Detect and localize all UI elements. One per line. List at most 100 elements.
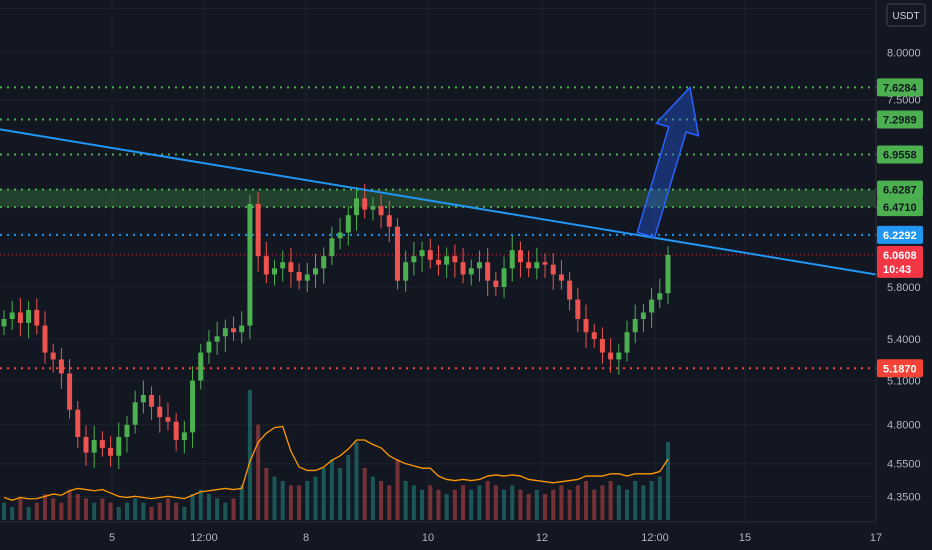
volume-bar [100,498,105,520]
currency-selector[interactable] [886,3,926,27]
volume-bar [461,485,466,520]
candle-body [255,203,261,257]
candle-body [485,262,491,281]
y-tick-label: 4.8000 [887,420,921,432]
candle-body [214,336,220,342]
candle-body [632,318,638,333]
volume-bar [543,494,548,520]
level-badge: 5.1870 [883,363,917,375]
volume-bar [149,507,154,520]
volume-bar [526,494,531,520]
candle-body [67,373,73,410]
volume-bar [436,489,441,520]
volume-bar [67,489,72,520]
candle-body [657,293,663,300]
candle-body [517,250,523,263]
y-tick-label: 4.5500 [887,459,921,471]
price-badges: 7.6284 7.2989 6.9558 6.6287 6.4710 6.2292 5.18… [877,78,923,378]
candle-body [452,256,458,263]
candle-body [190,380,196,433]
volume-bar [190,494,195,520]
volume-bar [256,424,261,520]
volume-bar [165,498,170,520]
candle-body [435,259,441,265]
volume-bar [633,481,638,520]
volume-bar [223,502,228,520]
volume-bar [157,502,162,520]
candle-body [17,312,23,323]
volume-bar [608,481,613,520]
candle-body [296,271,302,281]
candle-body [280,262,286,269]
candle-body [239,325,245,333]
candle-body [419,250,425,257]
candle-body [575,299,581,319]
volume-bar [92,502,97,520]
candle-body [58,359,64,374]
current-price-badge-bg [877,245,923,278]
target-arrow[interactable] [636,85,700,239]
volume-bar [198,489,203,520]
volume-bar [346,455,351,520]
candle-body [427,250,433,260]
countdown-label: 10:43 [883,264,911,276]
level-badge-bg [877,180,923,199]
candle-body [403,262,409,281]
candle-body [149,395,155,407]
candle-body [476,262,482,269]
candle-body [362,198,368,210]
volume-bar [485,481,490,520]
candle-body [583,318,589,333]
volume-bar [452,489,457,520]
volume-bar [362,468,367,520]
volume-bar [83,498,88,520]
trendline[interactable] [0,128,877,276]
candle-body [34,309,40,326]
candle-body [591,332,597,339]
volume-bar [403,481,408,520]
volume-bar [239,485,244,520]
candle-body [108,447,114,456]
candle-body [91,440,97,453]
volume-bar [10,507,15,520]
level-badge-bg [877,359,923,378]
candle-body [173,421,179,441]
volume-bar [584,481,589,520]
volume-bar [182,507,187,520]
candle-body [83,436,89,453]
level-badge: 6.6287 [883,185,917,197]
volume-bar [34,502,39,520]
candle-body [231,328,237,333]
time-axis[interactable] [0,522,932,550]
volume-bar [657,476,662,520]
y-tick-label: 8.0000 [887,48,921,60]
volume-bar [395,459,400,520]
arrow-shape [636,85,700,239]
y-tick-label: 5.4000 [887,334,921,346]
volume-bar [51,498,56,520]
candle-body [157,406,163,418]
candle-body [550,264,556,275]
volume-moving-average [3,425,669,501]
volume-bar [231,498,236,520]
candle-body [411,256,417,263]
candle-body [444,256,450,265]
candle-body [206,341,212,353]
volume-bar [518,489,523,520]
volume-bar [379,481,384,520]
candle-body [42,325,48,353]
volume-bar [354,442,359,520]
candle-body [542,262,548,265]
volume-bar [534,489,539,520]
volume-bar [666,442,670,520]
candle-body [247,203,253,326]
volume-bar [575,485,580,520]
candle-body [501,268,507,287]
volume-bar [510,485,515,520]
candle-body [75,409,81,437]
volume-bar [280,481,285,520]
volume-bar [616,485,621,520]
volume-bar [329,459,334,520]
candles [1,183,671,469]
